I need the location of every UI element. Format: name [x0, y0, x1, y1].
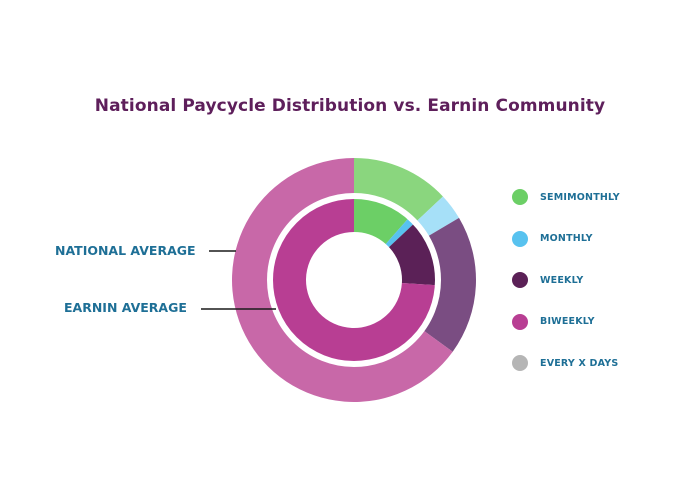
- legend-label: WEEKLY: [540, 274, 584, 286]
- inner-ring-slice-biweekly: [271, 197, 437, 363]
- legend-label: SEMIMONTHLY: [540, 191, 620, 203]
- legend-swatch: [512, 272, 528, 288]
- national-average-label: NATIONAL AVERAGE: [55, 243, 196, 258]
- legend-swatch: [512, 230, 528, 247]
- legend-item-every-x-days: EVERY X DAYS: [512, 354, 620, 372]
- legend-item-monthly: MONTHLY: [512, 230, 620, 248]
- earnin-average-label: EARNIN AVERAGE: [64, 300, 187, 315]
- legend-swatch: [512, 355, 528, 371]
- legend-label: EVERY X DAYS: [540, 357, 619, 369]
- legend-swatch: [512, 313, 528, 330]
- inner-ring-slice-monthly: [385, 217, 415, 248]
- legend-item-biweekly: BIWEEKLY: [512, 313, 620, 331]
- chart-legend: SEMIMONTHLY MONTHLY WEEKLY BIWEEKLY EVER…: [512, 188, 620, 396]
- outer-ring-slice-biweekly: [231, 158, 453, 402]
- legend-item-weekly: WEEKLY: [512, 271, 620, 289]
- legend-item-semimonthly: SEMIMONTHLY: [512, 188, 620, 206]
- legend-label: BIWEEKLY: [540, 316, 595, 327]
- outer-ring-slice-monthly: [415, 196, 460, 238]
- legend-label: MONTHLY: [540, 233, 593, 244]
- legend-swatch: [512, 189, 528, 205]
- ring-separator: [267, 193, 441, 367]
- outer-ring-slice-semimonthly: [354, 158, 443, 223]
- chart-title: National Paycycle Distribution vs. Earni…: [94, 96, 606, 116]
